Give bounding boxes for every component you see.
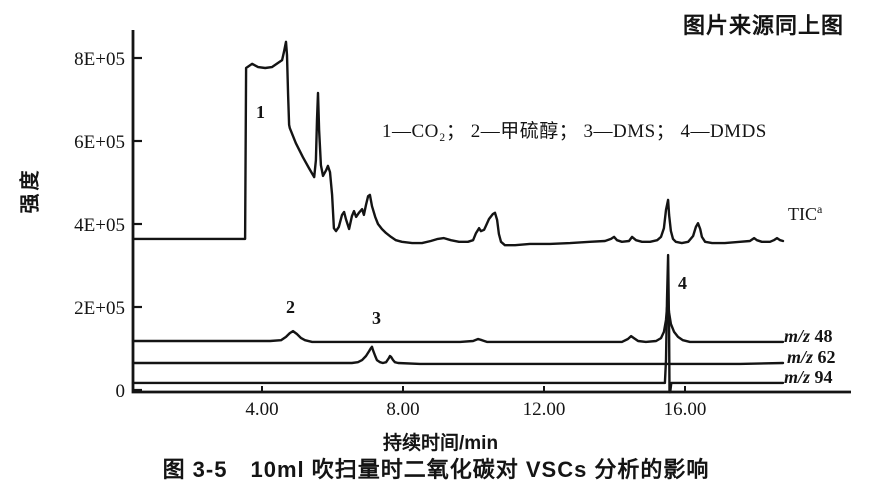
peak-annotation-4: 4 [678, 273, 687, 293]
image-source-note: 图片来源同上图 [682, 13, 844, 38]
trace-label-tic: TICa [788, 202, 822, 225]
trace-label-mz62: m/z 62 [787, 347, 836, 368]
x-tick-label: 4.00 [245, 399, 278, 420]
figure-caption: 图 3-5 10ml 吹扫量时二氧化碳对 VSCs 分析的影响 [162, 457, 710, 482]
peak-annotation-3: 3 [372, 308, 381, 328]
trace-label-mz94: m/z 94 [784, 367, 833, 388]
trace-mz48 [131, 301, 785, 344]
trace-label-mz62-value: 62 [813, 347, 836, 367]
y-tick-label: 6E+05 [74, 132, 125, 153]
trace-label-mz62-mz: m/z [787, 347, 814, 367]
trace-tic [131, 40, 785, 247]
trace-label-mz48: m/z 48 [784, 326, 833, 347]
y-axis-label: 强度 [19, 167, 42, 214]
trace-mz62 [131, 345, 785, 366]
trace-mz94 [131, 253, 785, 394]
peak-legend: 1—CO₂； 2—甲硫醇； 3—DMS； 4—DMDS [382, 121, 767, 142]
peak-annotation-1: 1 [256, 102, 265, 122]
x-tick-label: 16.00 [664, 399, 707, 420]
trace-label-tic-superscript: a [817, 202, 823, 216]
y-tick-label: 4E+05 [74, 215, 125, 236]
axis-lines [131, 30, 851, 394]
x-axis-label: 持续时间/min [383, 433, 499, 454]
trace-label-mz94-value: 94 [810, 367, 833, 387]
y-tick-label: 2E+05 [74, 298, 125, 319]
peak-annotation-2: 2 [286, 297, 295, 317]
trace-label-mz94-mz: m/z [784, 367, 811, 387]
trace-label-mz48-mz: m/z [784, 326, 811, 346]
y-tick-label: 8E+05 [74, 49, 125, 70]
y-tick-label: 0 [116, 381, 126, 402]
trace-label-mz48-value: 48 [810, 326, 833, 346]
x-tick-label: 8.00 [386, 399, 419, 420]
trace-label-tic-text: TIC [788, 204, 817, 224]
x-tick-label: 12.00 [523, 399, 566, 420]
